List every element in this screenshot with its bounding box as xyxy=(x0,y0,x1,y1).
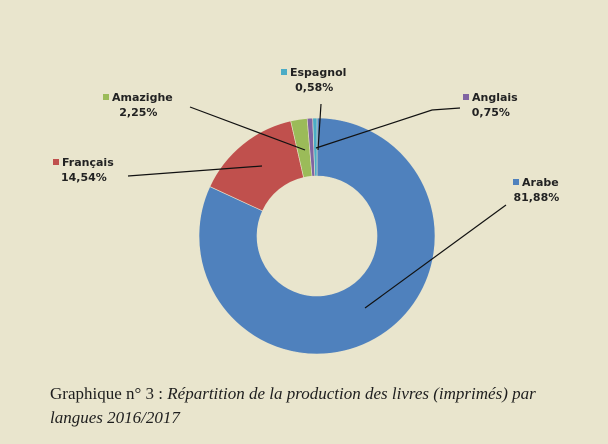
value-label-amazighe: 2,25% xyxy=(119,106,157,119)
label-espagnol: Espagnol xyxy=(290,66,346,79)
legend-swatch-amazighe xyxy=(103,94,109,100)
leader-line-amazighe xyxy=(189,106,306,151)
legend-swatch-français xyxy=(53,159,59,165)
value-label-anglais: 0,75% xyxy=(472,106,510,119)
leader-line-français xyxy=(127,165,263,177)
slice-espagnol xyxy=(312,117,318,177)
value-label-français: 14,54% xyxy=(61,171,107,184)
legend-swatch-anglais xyxy=(463,94,469,100)
legend-swatch-arabe xyxy=(513,179,519,185)
donut-chart: Arabe 81,88% Français 14,54% Amazighe 2,25% An… xyxy=(53,66,559,355)
caption-prefix: Graphique n° 3 : xyxy=(50,384,168,403)
legend-swatch-espagnol xyxy=(281,69,287,75)
label-arabe: Arabe xyxy=(522,176,559,189)
value-label-arabe: 81,88% xyxy=(513,191,559,204)
leader-line-arabe xyxy=(364,204,507,309)
label-anglais: Anglais xyxy=(472,91,518,104)
value-label-espagnol: 0,58% xyxy=(295,81,333,94)
label-amazighe: Amazighe xyxy=(112,91,173,104)
leader-line-espagnol xyxy=(317,103,322,151)
slice-arabe xyxy=(198,117,436,355)
caption-text: Répartition de la production des livres … xyxy=(50,384,536,427)
chart-caption: Graphique n° 3 : Répartition de la produ… xyxy=(50,382,590,430)
leader-line-anglais xyxy=(315,107,461,149)
label-français: Français xyxy=(62,156,114,169)
